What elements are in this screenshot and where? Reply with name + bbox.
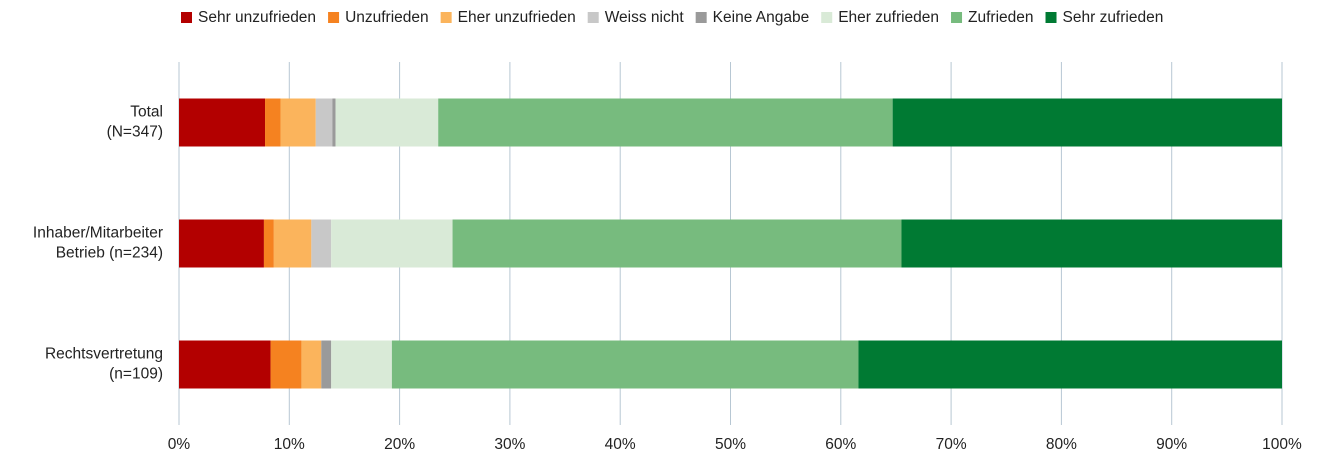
bar-segment: [321, 340, 332, 389]
x-tick-label: 80%: [1046, 436, 1077, 453]
bar-segment: [263, 219, 274, 268]
legend-label: Eher unzufrieden: [458, 9, 576, 26]
x-tick-label: 30%: [494, 436, 525, 453]
legend-label: Zufrieden: [968, 9, 1033, 26]
bar-segment: [280, 98, 316, 147]
bar-segment: [332, 98, 336, 147]
x-tick-label: 0%: [168, 436, 191, 453]
legend-swatch: [328, 12, 340, 23]
bar-segment: [265, 98, 281, 147]
legend-swatch: [587, 12, 599, 23]
bar-segment: [311, 219, 332, 268]
x-tick-label: 20%: [384, 436, 415, 453]
x-tick-label: 10%: [274, 436, 305, 453]
legend-swatch: [440, 12, 452, 23]
bar-segment: [335, 98, 439, 147]
legend-swatch: [821, 12, 833, 23]
legend-swatch: [181, 12, 192, 23]
y-tick-label: Inhaber/Mitarbeiter Betrieb (n=234): [33, 225, 163, 262]
x-tick-label: 50%: [715, 436, 746, 453]
x-tick-label: 100%: [1262, 436, 1302, 453]
bar-segment: [179, 340, 271, 389]
bar-segment: [179, 98, 266, 147]
legend-label: Unzufrieden: [345, 9, 429, 26]
x-tick-label: 90%: [1156, 436, 1187, 453]
legend-swatch: [1045, 12, 1057, 23]
legend-label: Sehr zufrieden: [1063, 9, 1164, 26]
bar-segment: [331, 219, 453, 268]
legend-swatch: [695, 12, 707, 23]
bar-segment: [315, 98, 333, 147]
x-tick-label: 60%: [825, 436, 856, 453]
legend-label: Eher zufrieden: [838, 9, 939, 26]
legend-label: Weiss nicht: [605, 9, 685, 26]
legend-swatch: [951, 12, 963, 23]
bar-segment: [273, 219, 312, 268]
bar-segment: [452, 219, 902, 268]
legend-label: Sehr unzufrieden: [198, 9, 316, 26]
bar-segment: [858, 340, 1282, 389]
bar-segment: [438, 98, 893, 147]
x-tick-label: 70%: [936, 436, 967, 453]
bar-segment: [179, 219, 264, 268]
legend-label: Keine Angabe: [713, 9, 810, 26]
x-tick-label: 40%: [605, 436, 636, 453]
bar-segment: [301, 340, 322, 389]
bar-segment: [331, 340, 392, 389]
y-tick-label: Rechtsvertretung (n=109): [45, 346, 163, 383]
bar-segment: [901, 219, 1282, 268]
y-tick-label: Total (N=347): [107, 104, 163, 141]
bar-segment: [391, 340, 859, 389]
bar-segment: [270, 340, 302, 389]
bar-segment: [892, 98, 1282, 147]
